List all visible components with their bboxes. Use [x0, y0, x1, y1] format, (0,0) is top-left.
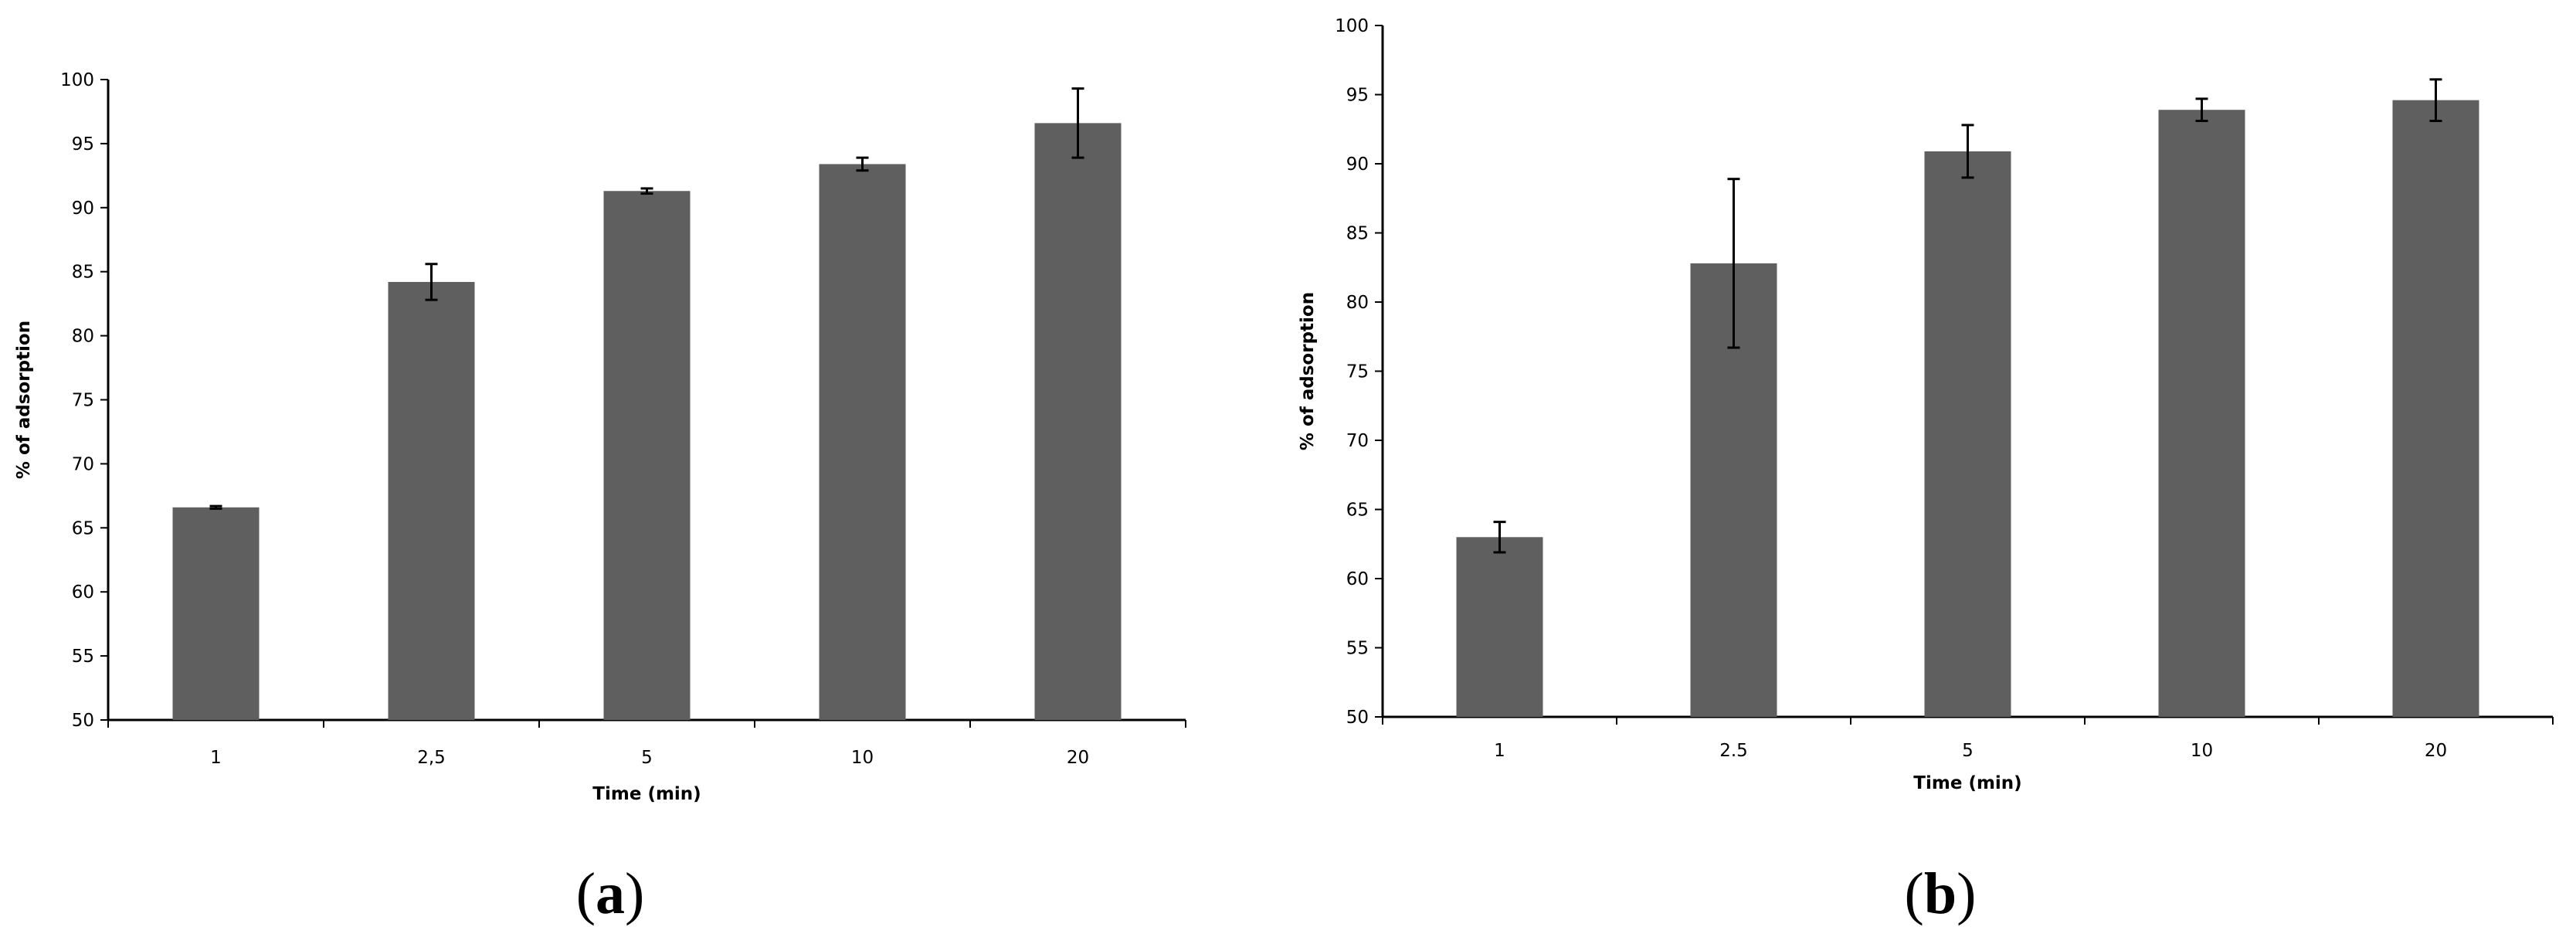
x-tick-label: 2,5 [417, 748, 446, 768]
bar [603, 191, 691, 721]
error-bar [425, 263, 438, 301]
x-tick-label: 1 [1494, 741, 1505, 761]
chart-a: 50 55 60 65 70 75 80 85 90 95 100 1 2,5 5 10 20 Time (mi… [14, 70, 1186, 804]
y-tick-label: 90 [72, 199, 94, 219]
y-axis-title: % of adsorption [1298, 292, 1318, 450]
x-tick-label: 10 [851, 748, 874, 768]
error-bar [1727, 178, 1740, 349]
y-tick-label: 55 [1346, 639, 1369, 659]
error-bar [1961, 124, 1974, 179]
y-tick-label: 60 [1346, 569, 1369, 589]
y-tick-label: 100 [60, 70, 94, 90]
x-tick-label: 5 [1962, 741, 1974, 761]
y-tick-label: 90 [1346, 155, 1369, 175]
error-bar [2429, 78, 2442, 123]
y-tick-label: 65 [72, 518, 94, 538]
x-axis-title: Time (min) [1913, 773, 2021, 793]
y-tick-label: 85 [72, 263, 94, 283]
x-axis-title: Time (min) [592, 784, 701, 804]
chart-b: 50 55 60 65 70 75 80 85 90 95 100 1 2.5 5 10 20 Time (mi… [1298, 16, 2554, 793]
x-tick-label: 10 [2191, 741, 2213, 761]
error-bar [1071, 87, 1084, 159]
error-bar [209, 504, 222, 510]
y-tick-label: 100 [1335, 16, 1369, 36]
bar [172, 507, 260, 720]
x-tick-label: 20 [2425, 741, 2447, 761]
y-tick-label: 70 [72, 454, 94, 474]
error-bar [640, 187, 653, 195]
x-tick-label: 2.5 [1719, 741, 1748, 761]
x-tick-label: 20 [1067, 748, 1089, 768]
panel-label-a: (a) [576, 861, 645, 926]
y-tick-label: 65 [1346, 501, 1369, 521]
y-tick-label: 70 [1346, 431, 1369, 451]
x-tick-label: 1 [210, 748, 222, 768]
bar [2392, 100, 2479, 717]
y-tick-label: 95 [1346, 86, 1369, 106]
y-tick-label: 95 [72, 134, 94, 155]
panel-label-b: (b) [1905, 861, 1977, 926]
y-tick-label: 80 [72, 327, 94, 347]
bar [1456, 537, 1543, 717]
error-bar [1493, 521, 1506, 554]
error-bar [856, 156, 869, 172]
y-tick-label: 50 [1346, 708, 1369, 728]
bar [1924, 151, 2011, 717]
y-tick-label: 85 [1346, 224, 1369, 244]
y-tick-label: 50 [72, 711, 94, 731]
bar [2158, 110, 2245, 717]
bar [819, 164, 906, 721]
y-tick-label: 55 [72, 647, 94, 667]
error-bar [2195, 97, 2208, 123]
bar [388, 281, 475, 720]
y-tick-label: 75 [1346, 362, 1369, 382]
bar [1034, 123, 1122, 720]
y-tick-label: 80 [1346, 293, 1369, 313]
y-tick-label: 60 [72, 582, 94, 603]
x-tick-label: 5 [641, 748, 653, 768]
y-tick-label: 75 [72, 391, 94, 411]
y-axis-title: % of adsorption [14, 321, 34, 479]
